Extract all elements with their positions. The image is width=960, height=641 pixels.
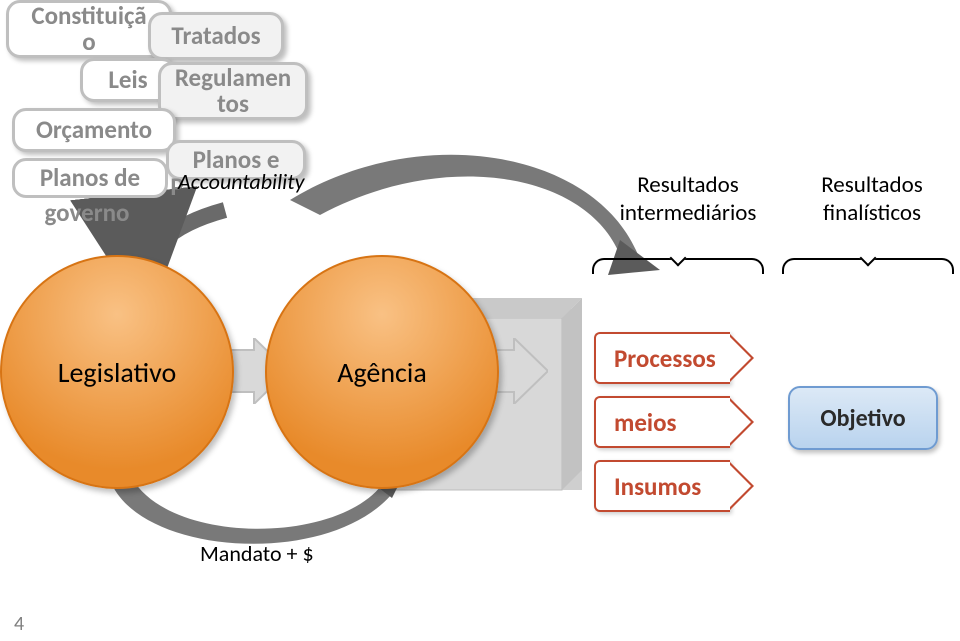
results-final: Resultados finalísticos [792, 172, 952, 227]
brace-left [592, 258, 764, 274]
chevron-meios-tip-fill [730, 401, 751, 443]
brace-right [782, 258, 954, 274]
chevron-insumos-label: Insumos [594, 460, 730, 512]
diagram-stage: AQ Legislativo Agência Constituiçã oTrat… [0, 0, 960, 641]
card-governo: governo [22, 196, 152, 230]
card-regulamentos: Regulamen tos [158, 62, 308, 120]
chevron-meios-label: meios [594, 396, 730, 448]
chevron-insumos-tip-fill [730, 465, 751, 507]
chevron-processos-tip-fill [730, 337, 751, 379]
page-number: 4 [14, 612, 24, 636]
accountability-label: Accountability [178, 168, 304, 195]
circle-agencia: Agência [265, 255, 499, 489]
circle-agencia-label: Agência [337, 355, 426, 390]
results-final-l2: finalísticos [823, 199, 921, 227]
card-tratados: Tratados [148, 12, 284, 60]
objetivo-label: Objetivo [820, 404, 905, 433]
curve-bottom [110, 478, 402, 544]
circle-legislativo: Legislativo [0, 255, 234, 489]
results-intermediate-l1: Resultados [637, 171, 739, 199]
chevron-insumos: Insumos [594, 462, 754, 510]
results-intermediate: Resultados intermediários [598, 172, 778, 227]
card-orcamento: Orçamento [12, 108, 176, 152]
mandato-label: Mandato + $ [200, 540, 314, 567]
curve-top [290, 155, 640, 260]
chevron-processos-label: Processos [594, 332, 730, 384]
objetivo-box: Objetivo [788, 386, 938, 450]
circle-legislativo-label: Legislativo [58, 355, 177, 390]
chevron-meios: meios [594, 398, 754, 446]
results-intermediate-l2: intermediários [620, 199, 757, 227]
chevron-processos: Processos [594, 334, 754, 382]
results-final-l1: Resultados [821, 171, 923, 199]
card-planosde: Planos de [12, 158, 168, 198]
